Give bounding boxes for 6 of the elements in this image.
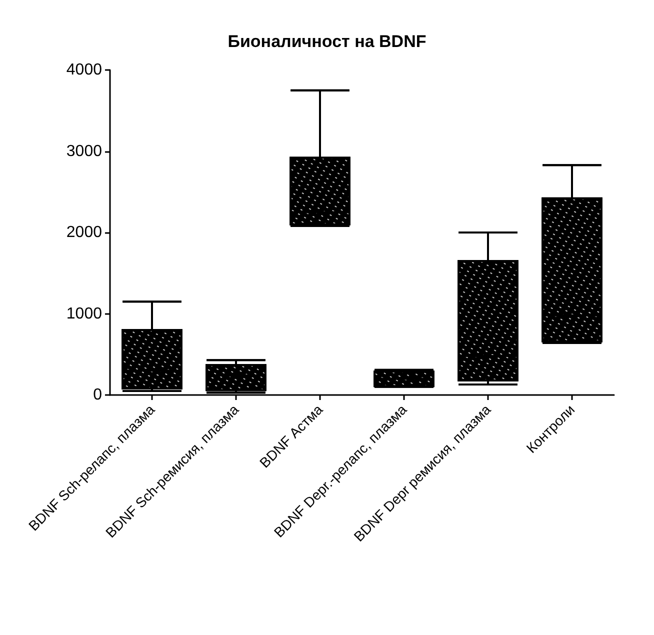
y-tick-label: 4000: [66, 62, 102, 78]
chart-title: Бионаличност на BDNF: [228, 32, 426, 51]
y-tick-label: 0: [93, 386, 102, 404]
y-tick-label: 3000: [66, 142, 102, 160]
y-tick-label: 2000: [66, 224, 102, 241]
y-tick-label: 1000: [66, 305, 102, 322]
